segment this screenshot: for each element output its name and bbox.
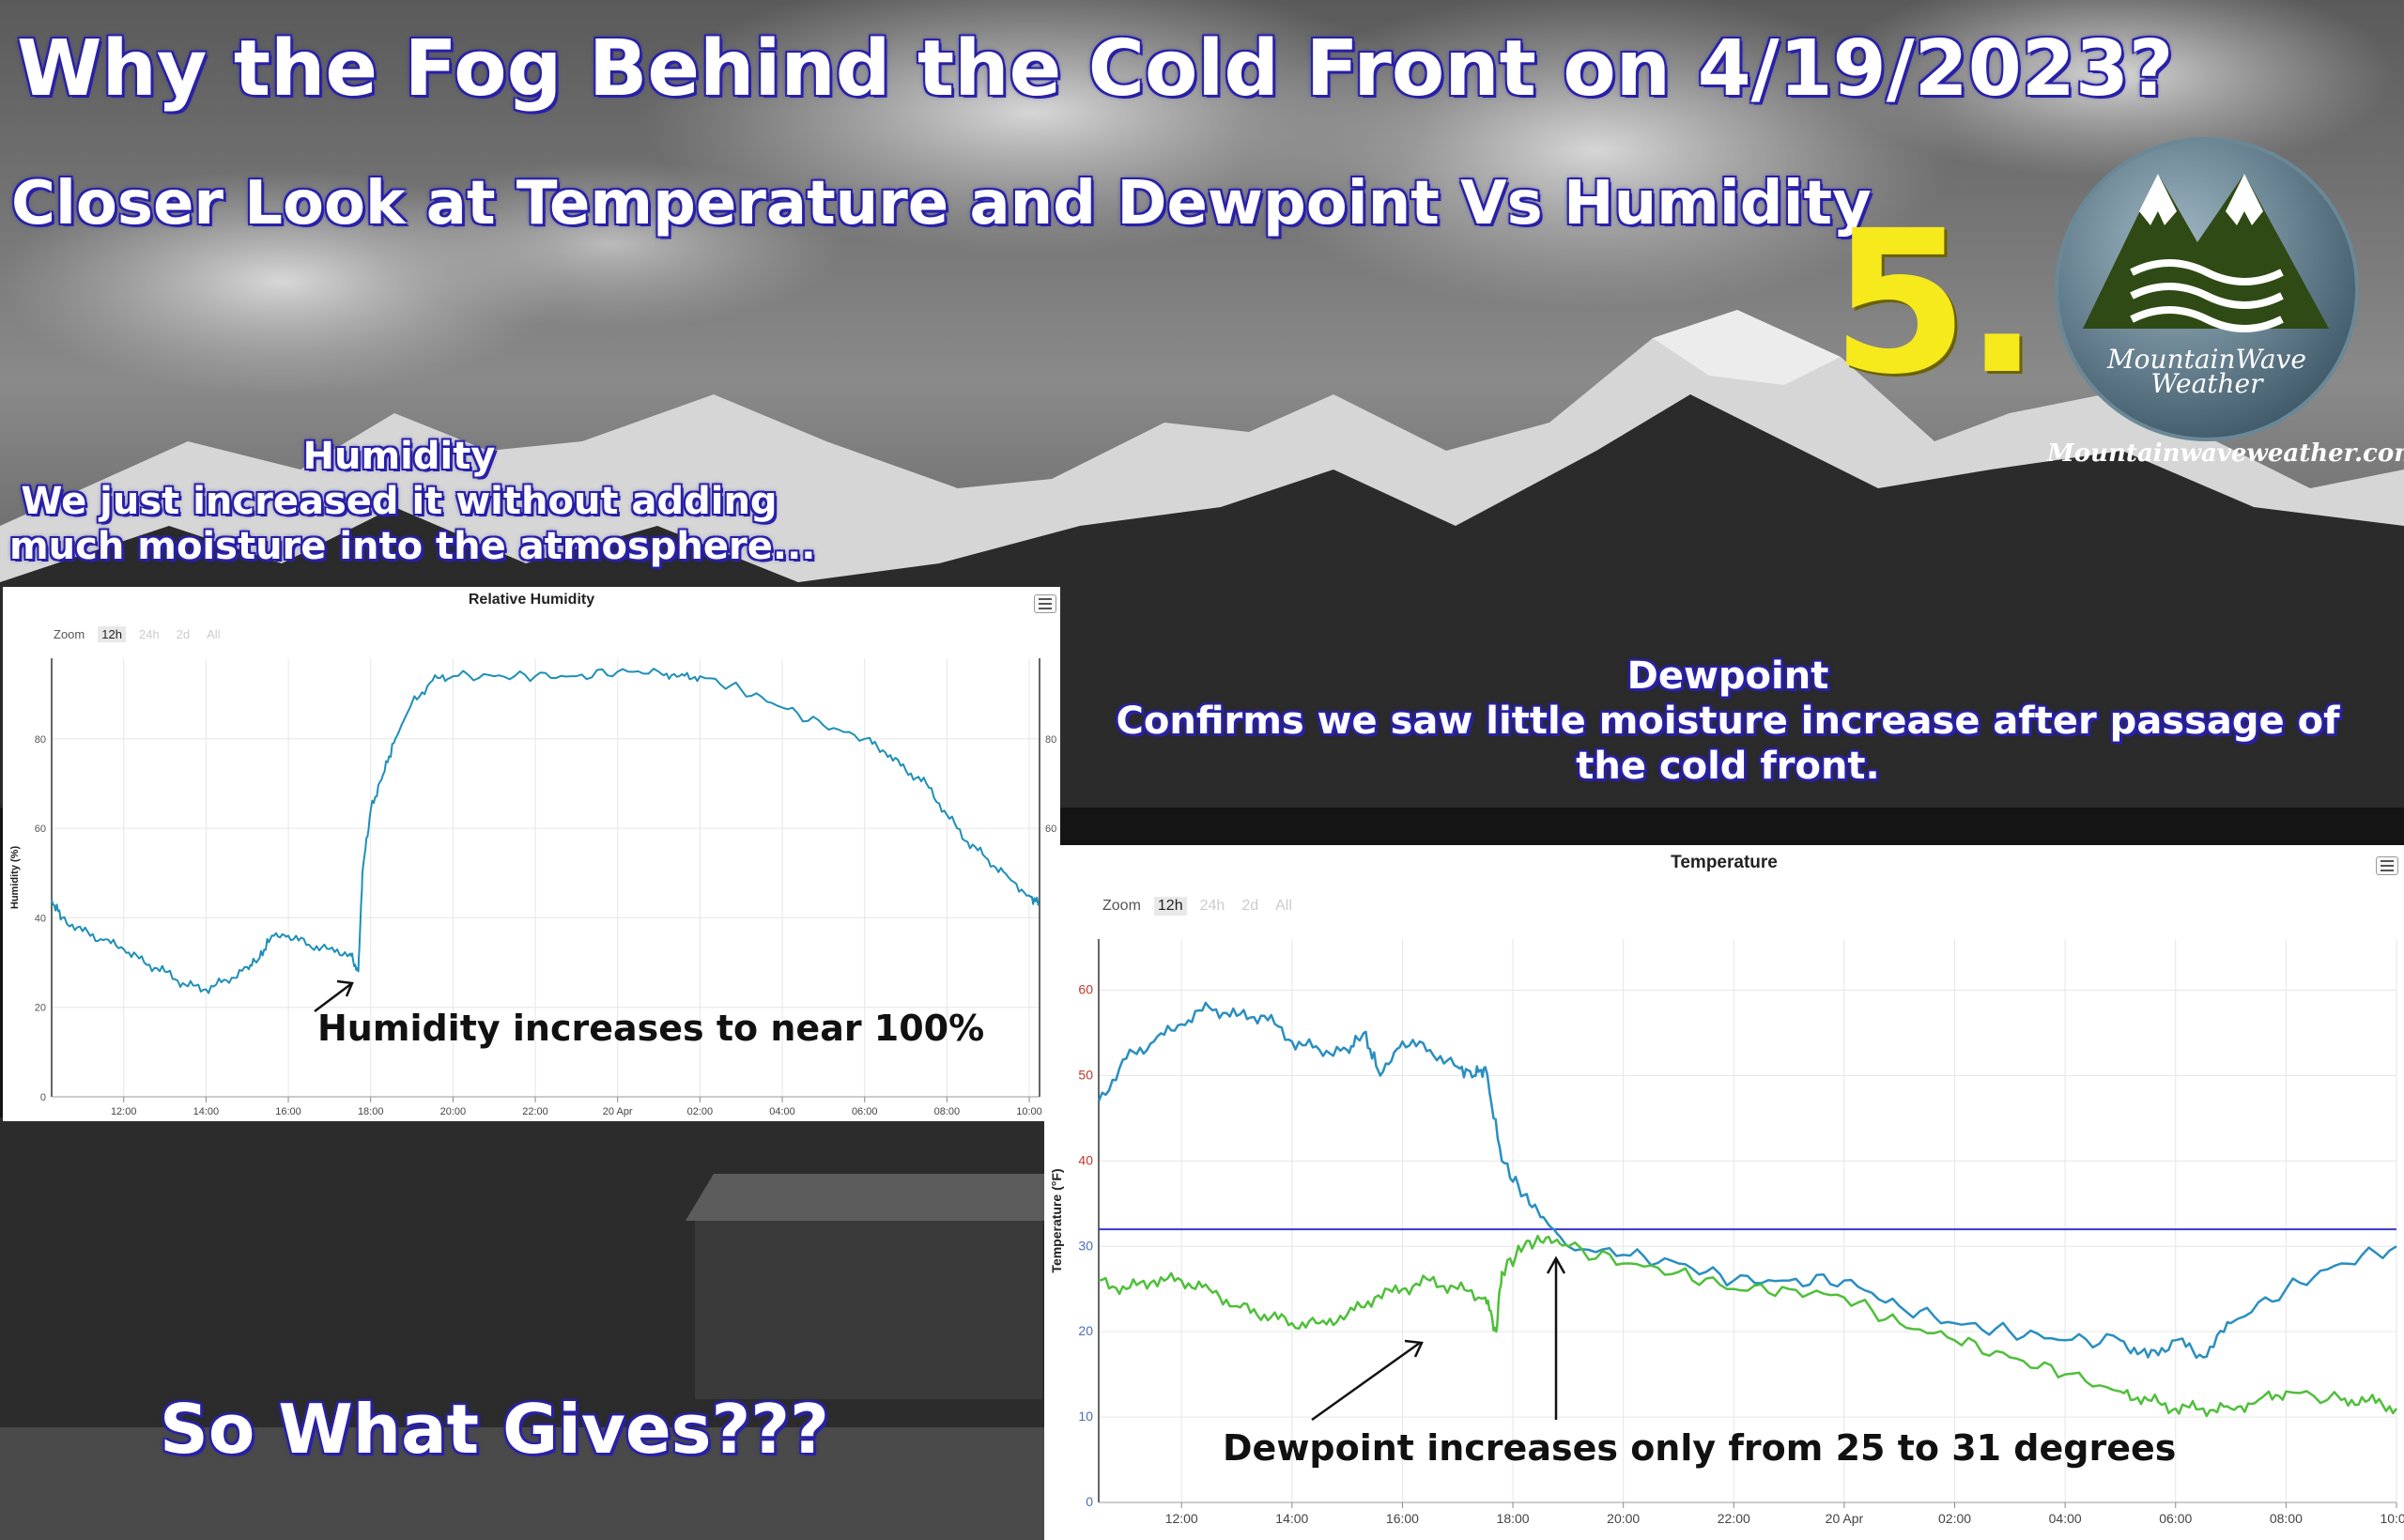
humidity-caption-line1: We just increased it without adding (21, 480, 778, 523)
dewpoint-caption: Dewpoint Confirms we saw little moisture… (1089, 654, 2366, 789)
temperature-chart-panel: Temperature Zoom 12h 24h 2d All 0 10 20 30 4… (1044, 845, 2404, 1540)
x-tick-label: 16:00 (275, 1106, 301, 1117)
humidity-zoom-2d[interactable]: 2d (176, 627, 191, 641)
temperature-chart-title: Temperature (1671, 853, 1778, 872)
cloud (639, 0, 1427, 254)
x-tick-label: 10:00 (2380, 1511, 2404, 1526)
humidity-caption-line2: much moisture into the atmosphere... (9, 525, 816, 568)
x-tick-label: 08:00 (2270, 1511, 2303, 1526)
step-number: 5. (1831, 188, 2040, 418)
dewpoint-caption-line2: the cold front. (1576, 745, 1880, 788)
dewpoint-line (1098, 1234, 2398, 1418)
dewpoint-annotation-arrowhead-1 (1404, 1339, 1424, 1358)
x-tick-label: 14:00 (193, 1106, 220, 1117)
cabin (695, 1211, 1042, 1399)
y-tick-label: 40 (35, 913, 46, 924)
footer-question: So What Gives??? (160, 1390, 829, 1469)
mountain-snow (1653, 310, 1841, 385)
y-tick-label-right: 60 (1045, 824, 1056, 835)
x-tick-label: 12:00 (1165, 1511, 1198, 1526)
y-tick-label: 0 (1086, 1494, 1093, 1509)
logo-snow (2226, 174, 2263, 225)
x-tick-label: 18:00 (358, 1106, 384, 1117)
x-tick-label: 02:00 (687, 1106, 714, 1117)
x-tick-label: 22:00 (1718, 1511, 1750, 1526)
humidity-chart-menu-icon[interactable] (1034, 594, 1056, 613)
cabin-roof (686, 1174, 1044, 1221)
website-link[interactable]: Mountainwaveweather.com (2047, 439, 2404, 468)
logo-wave (2130, 306, 2284, 332)
logo-wave (2130, 283, 2284, 309)
y-tick-label: 20 (1078, 1323, 1093, 1338)
humidity-zoom-label: Zoom (54, 627, 85, 641)
temperature-zoom-all[interactable]: All (1275, 898, 1292, 914)
humidity-zoom-12h[interactable]: 12h (98, 626, 126, 642)
x-tick-label: 06:00 (2159, 1511, 2192, 1526)
y-axis-label: Temperature (°F) (1049, 1168, 1064, 1272)
x-tick-label: 22:00 (522, 1106, 548, 1117)
x-tick-label: 04:00 (769, 1106, 795, 1117)
logo-wave (2130, 259, 2284, 285)
logo-snow (2139, 174, 2177, 225)
temperature-zoom-label: Zoom (1102, 898, 1141, 914)
humidity-annotation: Humidity increases to near 100% (317, 1008, 985, 1049)
y-tick-label: 30 (1078, 1238, 1093, 1253)
humidity-annotation-arrowhead (336, 979, 354, 997)
humidity-zoom-24h[interactable]: 24h (138, 627, 160, 641)
y-tick-label: 60 (1078, 982, 1093, 997)
y-tick-label: 50 (1078, 1067, 1093, 1082)
x-tick-label: 14:00 (1275, 1511, 1308, 1526)
humidity-zoom-all[interactable]: All (207, 627, 221, 641)
y-tick-label-right: 80 (1045, 734, 1056, 746)
x-tick-label: 06:00 (852, 1106, 878, 1117)
x-tick-label: 20 Apr (1826, 1511, 1864, 1526)
temperature-chart: 0 10 20 30 40 50 60 12:00 14:00 16:00 18:00 20:00 22… (1049, 939, 2404, 1526)
y-tick-label: 20 (35, 1003, 46, 1014)
x-tick-label: 10:00 (1016, 1106, 1042, 1117)
humidity-line (51, 668, 1040, 994)
x-tick-label: 20 Apr (603, 1106, 633, 1117)
y-tick-label: 10 (1078, 1409, 1093, 1424)
temperature-annotation: Dewpoint increases only from 25 to 31 de… (1223, 1427, 2177, 1469)
temperature-zoom-2d[interactable]: 2d (1241, 898, 1259, 914)
x-tick-label: 04:00 (2049, 1511, 2082, 1526)
x-tick-label: 08:00 (934, 1106, 961, 1117)
y-tick-label: 0 (40, 1092, 46, 1103)
x-tick-label: 12:00 (111, 1106, 137, 1117)
x-tick-label: 18:00 (1497, 1511, 1530, 1526)
dewpoint-annotation-arrow-1 (1311, 1341, 1421, 1422)
x-tick-label: 20:00 (440, 1106, 467, 1117)
logo-brand-line2: Weather (2151, 368, 2265, 399)
y-axis-label: Humidity (%) (9, 846, 21, 910)
x-tick-label: 16:00 (1386, 1511, 1419, 1526)
page-subtitle: Closer Look at Temperature and Dewpoint … (11, 169, 1872, 239)
temperature-zoom-12h[interactable]: 12h (1153, 897, 1187, 916)
cloud (1831, 0, 2395, 178)
humidity-chart: 00202040406060808012:0014:0016:0018:0020… (9, 658, 1056, 1117)
humidity-caption: Humidity We just increased it without ad… (9, 434, 816, 569)
humidity-chart-title: Relative Humidity (468, 592, 595, 608)
y-tick-label: 80 (35, 734, 46, 746)
humidity-annotation-arrow (314, 982, 353, 1012)
dewpoint-annotation-arrowhead-2 (1546, 1255, 1566, 1274)
humidity-zoom-bar: Zoom 12h 24h 2d All (50, 626, 224, 642)
humidity-caption-heading: Humidity (302, 435, 496, 478)
y-tick-label: 40 (1078, 1152, 1093, 1167)
meadow (0, 1427, 1044, 1540)
logo-brand-line1: MountainWave (2106, 344, 2306, 375)
x-tick-label: 20:00 (1607, 1511, 1640, 1526)
temperature-line (1097, 1001, 2397, 1360)
y-tick-label: 60 (35, 824, 46, 835)
humidity-chart-panel: Relative Humidity Zoom 12h 24h 2d All 0 0… (3, 587, 1060, 1121)
cloud (376, 160, 845, 329)
dewpoint-caption-heading: Dewpoint (1626, 654, 1829, 698)
dewpoint-caption-line1: Confirms we saw little moisture increase… (1116, 700, 2340, 743)
page-title: Why the Fog Behind the Cold Front on 4/1… (17, 24, 2174, 114)
x-tick-label: 02:00 (1938, 1511, 1971, 1526)
temperature-zoom-bar: Zoom 12h 24h 2d All (1099, 897, 1296, 916)
temperature-zoom-24h[interactable]: 24h (1199, 898, 1225, 914)
temperature-chart-menu-icon[interactable] (2376, 856, 2398, 875)
cloud (1240, 0, 1953, 310)
